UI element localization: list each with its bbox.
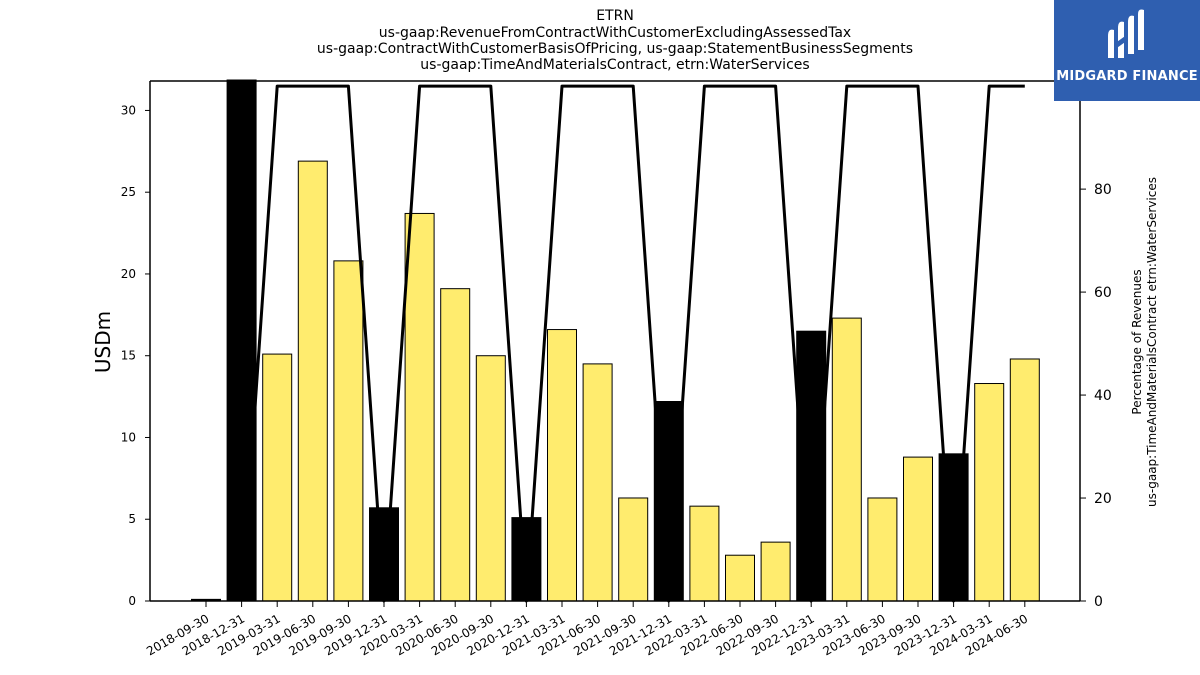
bar-2023-03-31 [831, 317, 862, 602]
bar-2022-06-30 [725, 554, 755, 602]
bar-2019-09-30 [333, 260, 364, 602]
y-axis-label: USDm [91, 311, 115, 373]
left-y-ticks: 0 5 10 15 20 25 30 [121, 103, 150, 608]
midgard-finance-logo: MIDGARD FINANCE [1054, 0, 1200, 101]
bar-2020-03-31 [404, 212, 435, 602]
bar-2020-06-30 [440, 288, 471, 602]
bar-2022-03-31 [689, 505, 720, 602]
bar-2018-12-31 [226, 79, 257, 602]
title-line-3: us-gaap:ContractWithCustomerBasisOfPrici… [317, 41, 913, 57]
bar-2019-03-31 [262, 353, 293, 602]
right-y-ticks: 020406080100 [1080, 79, 1121, 610]
midgard-logo-icon [1108, 9, 1144, 59]
chart-title: ETRN us-gaap:RevenueFromContractWithCust… [317, 8, 913, 73]
y-tick-label: 5 [128, 512, 136, 526]
right-y-axis-label-line-2: us-gaap:TimeAndMaterialsContract etrn:Wa… [1145, 177, 1159, 507]
y-tick-label: 25 [121, 185, 136, 199]
line-series [240, 84, 1025, 603]
bar-2024-03-31 [974, 383, 1005, 602]
x-ticks: 2018-09-302018-12-312019-03-312019-06-30… [144, 601, 1030, 658]
bar-2019-06-30 [297, 160, 328, 602]
y-tick-label: 20 [121, 267, 136, 281]
logo-text: MIDGARD FINANCE [1056, 69, 1198, 84]
title-line-1: ETRN [596, 8, 634, 24]
right-y-axis-label-line-1: Percentage of Revenues [1130, 269, 1144, 414]
y2-tick-label: 40 [1094, 388, 1112, 404]
bar-2024-06-30 [1009, 358, 1040, 602]
bar-2021-03-31 [547, 329, 577, 602]
axes [149, 80, 1081, 602]
bar-2021-09-30 [618, 497, 649, 602]
right-y-axis-label: Percentage of Revenues us-gaap:TimeAndMa… [1130, 177, 1159, 507]
bar-2021-06-30 [582, 363, 613, 602]
y-tick-label: 0 [128, 594, 136, 608]
bar-2023-09-30 [903, 456, 933, 602]
y-tick-label: 30 [121, 103, 136, 117]
bar-2021-12-31 [653, 401, 684, 602]
y-tick-label: 10 [121, 430, 136, 444]
y2-tick-label: 60 [1094, 285, 1112, 301]
bar-2023-06-30 [867, 497, 898, 602]
bar-series [191, 79, 1040, 602]
y2-tick-label: 20 [1094, 491, 1112, 507]
y-tick-label: 15 [121, 349, 136, 363]
percentage-line [240, 84, 1025, 603]
bar-2022-09-30 [760, 541, 791, 602]
title-line-2: us-gaap:RevenueFromContractWithCustomerE… [379, 25, 851, 41]
bar-2020-09-30 [475, 355, 506, 602]
y2-tick-label: 0 [1094, 594, 1103, 610]
y2-tick-label: 80 [1094, 182, 1112, 198]
title-line-4: us-gaap:TimeAndMaterialsContract, etrn:W… [420, 57, 809, 73]
